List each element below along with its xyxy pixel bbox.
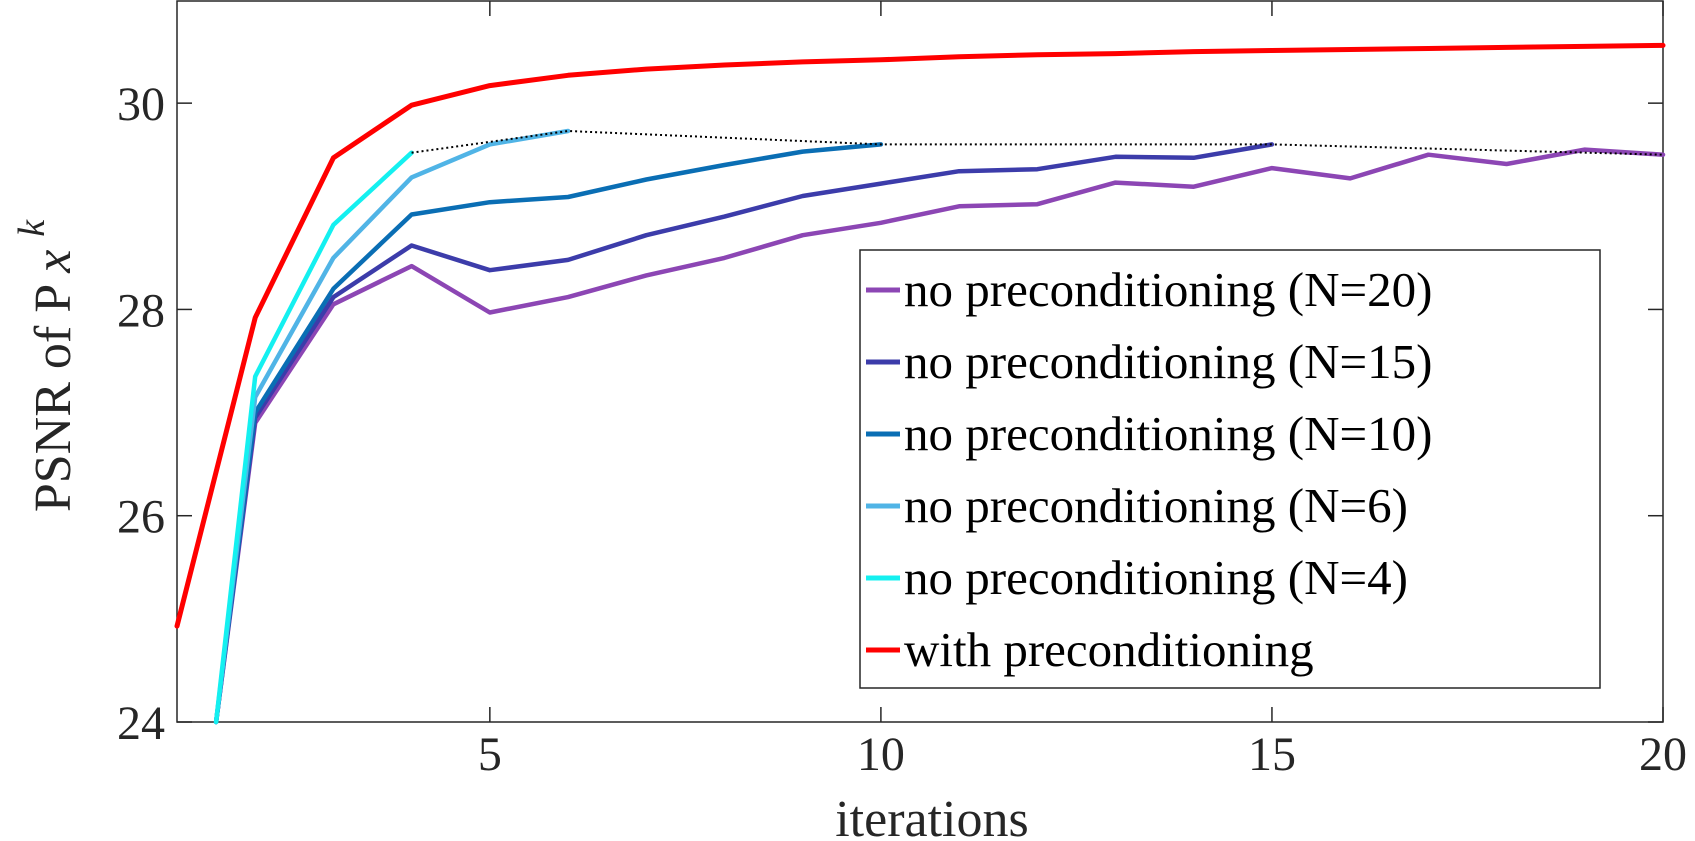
axis-ticks: [177, 1, 1664, 723]
tick-labels: 5 10 15 20 24 26 28 30: [117, 78, 1687, 781]
y-axis-label: PSNR of P x k: [11, 219, 82, 512]
legend-label: no preconditioning (N=10): [904, 406, 1432, 461]
y-tick-label: 30: [117, 78, 165, 131]
legend-box: [859, 249, 1601, 689]
legend: no preconditioning (N=20) no precondition…: [859, 249, 1601, 689]
x-tick-label: 20: [1639, 728, 1687, 781]
series-line: [213, 150, 414, 725]
y-tick-label: 24: [117, 697, 165, 750]
envelope-layer: [411, 129, 1664, 156]
x-tick-label: 5: [478, 728, 502, 781]
x-tick-label: 10: [857, 728, 905, 781]
legend-label: no preconditioning (N=20): [904, 262, 1432, 317]
legend-label: no preconditioning (N=15): [904, 334, 1432, 389]
y-tick-label: 28: [117, 284, 165, 337]
x-tick-label: 15: [1248, 728, 1296, 781]
plot-area-frame: [176, 0, 1664, 723]
y-axis-label-main: PSNR of P: [25, 286, 82, 512]
x-axis-label: iterations: [835, 791, 1029, 841]
legend-label: no preconditioning (N=6): [904, 478, 1408, 533]
y-axis-label-superscript: k: [11, 219, 53, 237]
series-line: [213, 142, 884, 725]
y-tick-label: 26: [117, 491, 165, 544]
envelope-line: [411, 129, 1664, 156]
series-line: [174, 42, 1666, 629]
y-axis-label-subscript: x: [25, 250, 82, 274]
series-layer: [174, 42, 1666, 725]
series-line: [213, 142, 1275, 725]
legend-label: no preconditioning (N=4): [904, 550, 1408, 605]
legend-label: with preconditioning: [904, 622, 1314, 677]
series-line: [213, 147, 1666, 725]
